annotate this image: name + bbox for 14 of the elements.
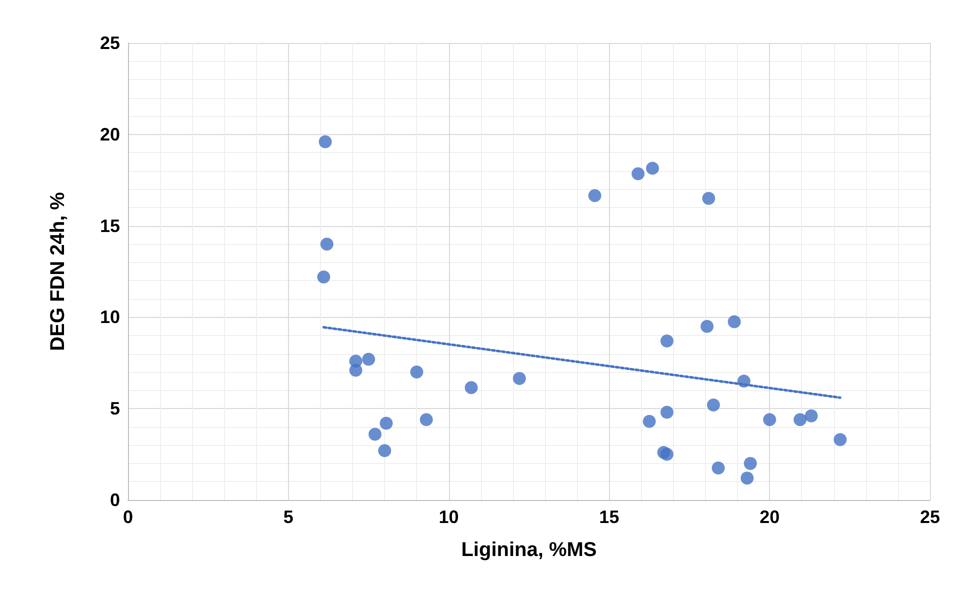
x-tick-label: 20 [760, 507, 780, 527]
x-tick-label: 25 [920, 507, 940, 527]
y-tick-label: 10 [100, 307, 120, 328]
y-tick-label: 20 [100, 124, 120, 144]
x-tick-label: 10 [438, 507, 459, 527]
x-tick-label: 0 [122, 507, 134, 527]
y-tick-label: 25 [100, 33, 120, 53]
y-axis-title: DEG FDN 24h, % [47, 192, 69, 351]
x-tick-label: 15 [599, 507, 620, 527]
x-tick-label: 5 [283, 507, 294, 527]
y-tick-label: 15 [100, 216, 120, 236]
x-axis-title: Liginina, %MS [461, 539, 597, 561]
y-tick-label: 5 [110, 398, 120, 419]
y-tick-label: 0 [110, 490, 120, 510]
